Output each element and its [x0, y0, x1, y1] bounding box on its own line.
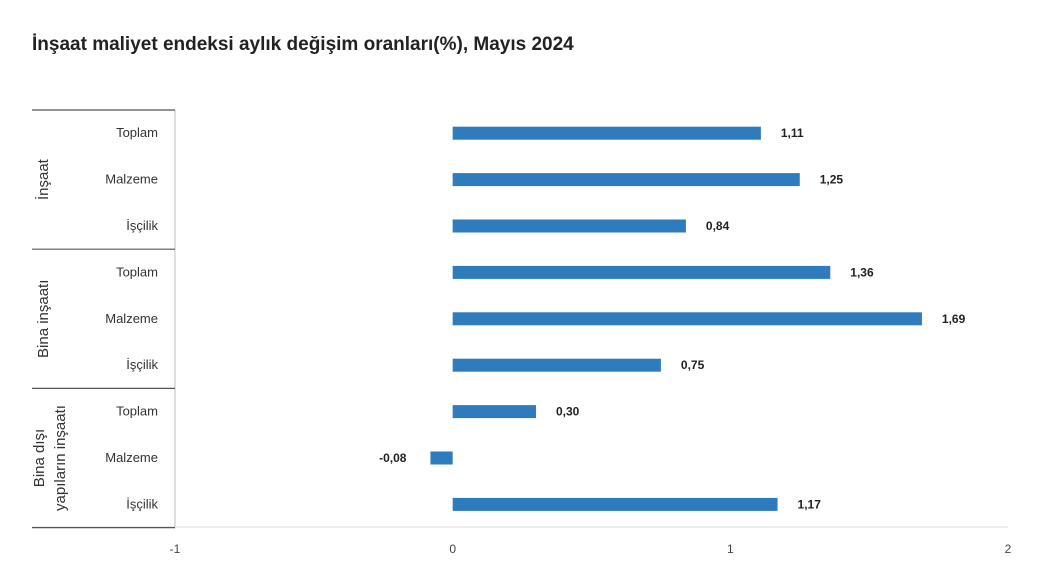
- value-label: 1,11: [781, 126, 804, 140]
- axes-layer: -1 0 1 2: [32, 110, 1012, 556]
- category-label: Toplam: [116, 125, 158, 140]
- x-tick-label: -1: [170, 542, 181, 556]
- category-label: Malzeme: [105, 311, 158, 326]
- group-label-line: Bina dışı: [31, 429, 48, 487]
- group-label-line: Bina inşaatı: [35, 280, 52, 358]
- chart-title: İnşaat maliyet endeksi aylık değişim ora…: [32, 34, 574, 55]
- value-label: -0,08: [379, 451, 407, 465]
- value-label: 0,84: [706, 219, 730, 233]
- category-label: Toplam: [116, 264, 158, 279]
- category-label: Toplam: [116, 404, 158, 419]
- category-label: İşçilik: [126, 357, 158, 372]
- category-label: İşçilik: [126, 218, 158, 233]
- group-label: İnşaat: [34, 158, 52, 200]
- value-label: 0,75: [681, 358, 705, 372]
- bars-layer: [430, 126, 922, 511]
- bar: [452, 265, 831, 279]
- group-label: Bina inşaatı: [35, 280, 52, 358]
- bar: [452, 126, 761, 140]
- x-tick-label: 1: [727, 542, 734, 556]
- category-label: Malzeme: [105, 172, 158, 187]
- category-labels-layer: İnşaat Toplam Malzeme İşçilik Bina inşaatı To…: [31, 109, 175, 529]
- group-label-line: İnşaat: [34, 158, 52, 200]
- bar: [430, 451, 453, 465]
- bar: [452, 173, 800, 187]
- x-tick-label: 0: [449, 542, 456, 556]
- bar: [452, 358, 661, 372]
- group-label: Bina dışı yapıların inşaatı: [31, 405, 69, 511]
- bar: [452, 219, 686, 233]
- bar: [452, 405, 536, 419]
- x-tick-label: 2: [1005, 542, 1012, 556]
- value-label: 1,17: [798, 497, 822, 511]
- group-label-line: yapıların inşaatı: [52, 405, 69, 511]
- value-label: 0,30: [556, 405, 580, 419]
- category-label: İşçilik: [126, 496, 158, 511]
- bar: [452, 312, 922, 326]
- category-label: Malzeme: [105, 450, 158, 465]
- value-label: 1,69: [942, 312, 966, 326]
- value-label: 1,25: [820, 173, 844, 187]
- value-label: 1,36: [850, 265, 874, 279]
- value-labels-layer: 1,11 1,25 0,84 1,36 1,69 0,75 0,30 -0,08 1,17: [379, 126, 966, 511]
- bar: [452, 497, 778, 511]
